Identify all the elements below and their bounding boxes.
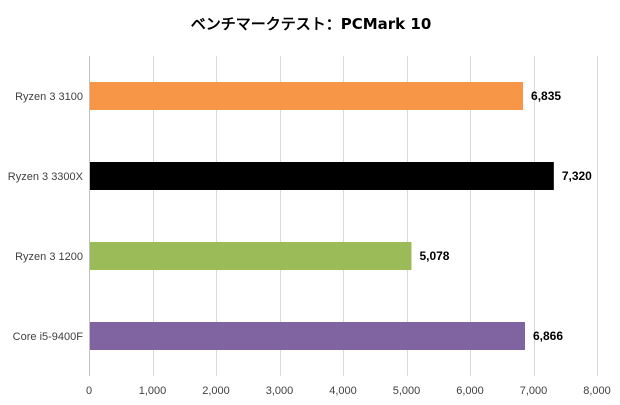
x-tick-label: 2,000 xyxy=(202,385,230,397)
category-label: Core i5-9400F xyxy=(13,331,84,343)
data-label: 7,320 xyxy=(562,169,592,183)
x-tick-label: 4,000 xyxy=(329,385,357,397)
x-tick-label: 1,000 xyxy=(139,385,167,397)
category-label: Ryzen 3 1200 xyxy=(15,251,83,263)
bar xyxy=(90,322,525,350)
bar xyxy=(90,242,412,270)
x-tick-label: 3,000 xyxy=(266,385,294,397)
data-label: 5,078 xyxy=(419,249,449,263)
x-tick-label: 6,000 xyxy=(456,385,484,397)
category-label: Ryzen 3 3300X xyxy=(8,171,84,183)
bar xyxy=(90,162,554,190)
chart-title: ベンチマークテスト：PCMark 10 xyxy=(191,15,432,33)
labels: 0 1,000 2,000 3,000 4,000 5,000 6,000 7,000 8,00… xyxy=(8,89,611,397)
data-label: 6,866 xyxy=(533,329,563,343)
data-label: 6,835 xyxy=(531,89,561,103)
bar xyxy=(90,82,524,110)
x-tick-label: 7,000 xyxy=(520,385,548,397)
bars xyxy=(90,82,554,350)
x-tick-label: 0 xyxy=(86,385,92,397)
x-tick-label: 8,000 xyxy=(583,385,611,397)
category-label: Ryzen 3 3100 xyxy=(15,91,83,103)
x-tick-label: 5,000 xyxy=(393,385,421,397)
